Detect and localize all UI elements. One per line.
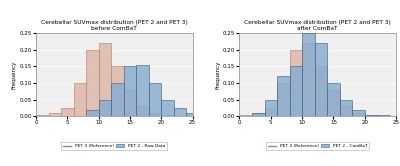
Y-axis label: Frequency: Frequency bbox=[12, 61, 17, 89]
Bar bbox=[99, 100, 111, 116]
Y-axis label: Frequency: Frequency bbox=[215, 61, 220, 89]
Bar bbox=[327, 83, 340, 116]
Bar bbox=[264, 100, 277, 116]
Bar bbox=[48, 113, 61, 116]
Bar bbox=[252, 113, 264, 116]
Bar bbox=[111, 66, 124, 116]
Legend: PET 3 (Reference), PET 2 - ComBaT: PET 3 (Reference), PET 2 - ComBaT bbox=[266, 142, 369, 151]
Bar bbox=[340, 100, 352, 116]
Bar bbox=[315, 66, 327, 116]
Bar bbox=[174, 108, 186, 116]
Bar bbox=[136, 65, 149, 116]
Bar bbox=[186, 113, 199, 116]
Bar bbox=[277, 83, 290, 116]
Bar bbox=[302, 43, 315, 116]
Bar bbox=[302, 33, 315, 116]
Bar bbox=[161, 100, 174, 116]
Bar bbox=[277, 76, 290, 116]
Bar bbox=[340, 106, 352, 116]
Bar bbox=[124, 66, 136, 116]
Bar bbox=[365, 115, 377, 116]
Bar bbox=[149, 113, 161, 116]
Bar bbox=[352, 110, 365, 116]
Bar bbox=[161, 115, 174, 116]
Bar bbox=[149, 83, 161, 116]
Bar bbox=[124, 90, 136, 116]
Bar bbox=[61, 108, 74, 116]
Bar bbox=[86, 50, 99, 116]
Bar bbox=[74, 83, 86, 116]
Bar bbox=[290, 50, 302, 116]
Bar bbox=[240, 115, 252, 116]
Bar bbox=[36, 115, 48, 116]
Title: Cerebellar SUVmax distribution (PET 2 and PET 3)
after ComBaT: Cerebellar SUVmax distribution (PET 2 an… bbox=[244, 20, 391, 31]
Bar bbox=[264, 108, 277, 116]
Bar bbox=[315, 43, 327, 116]
Bar bbox=[352, 113, 365, 116]
Bar bbox=[290, 66, 302, 116]
Bar bbox=[136, 106, 149, 116]
Bar bbox=[99, 43, 111, 116]
Legend: PET 3 (Reference), PET 2 - Raw Data: PET 3 (Reference), PET 2 - Raw Data bbox=[61, 142, 167, 151]
Bar bbox=[377, 115, 390, 116]
Bar bbox=[365, 115, 377, 116]
Bar bbox=[111, 83, 124, 116]
Title: Cerebellar SUVmax distribution (PET 2 and PET 3)
before ComBaT: Cerebellar SUVmax distribution (PET 2 an… bbox=[41, 20, 188, 31]
Bar bbox=[252, 113, 264, 116]
Bar bbox=[327, 90, 340, 116]
Bar bbox=[86, 110, 99, 116]
